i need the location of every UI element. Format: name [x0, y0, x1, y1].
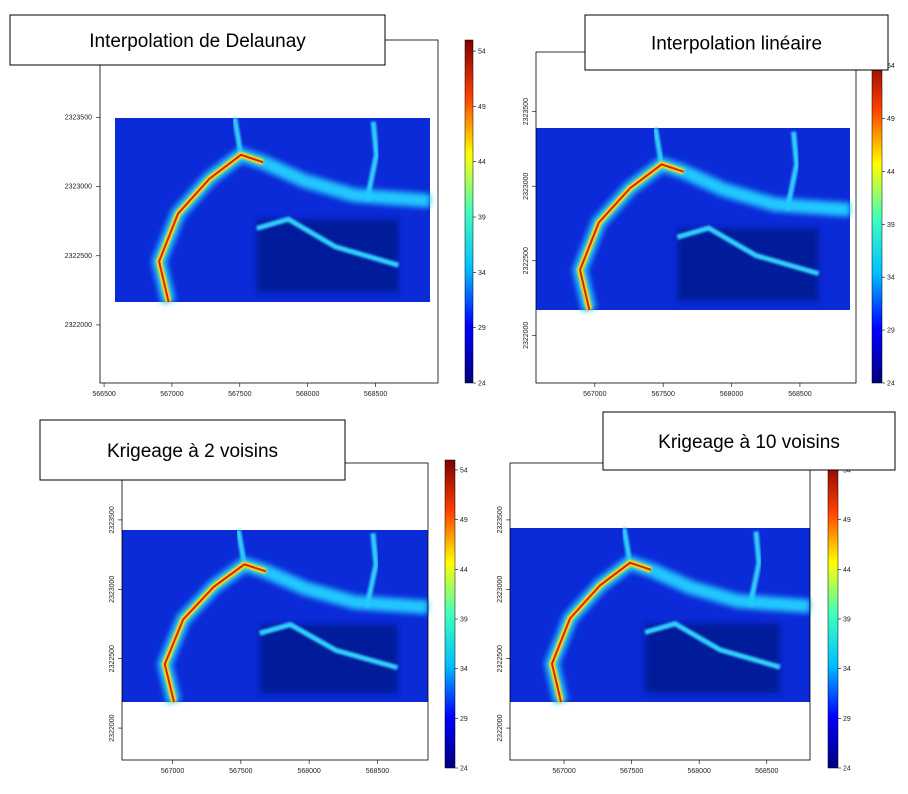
colorbar-tick-label: 29 — [843, 716, 851, 723]
colorbar-tick-label: 54 — [478, 49, 486, 56]
raster-feature — [163, 563, 267, 703]
x-tick-label: 568500 — [364, 391, 387, 398]
colorbar-tick-label: 49 — [478, 104, 486, 111]
colorbar — [827, 459, 839, 769]
raster-feature — [364, 533, 379, 608]
raster-feature — [364, 121, 379, 202]
title-box — [9, 14, 386, 66]
x-tick-label: 568500 — [788, 391, 811, 398]
colorbar-tick-label: 49 — [887, 116, 895, 123]
x-tick-label: 568000 — [720, 391, 743, 398]
title-box — [39, 419, 346, 481]
y-tick-label: 2322000 — [65, 322, 92, 329]
y-tick-label: 2323000 — [65, 184, 92, 191]
raster-feature — [259, 621, 399, 671]
panel-title: Interpolation linéaire — [651, 34, 822, 55]
x-tick-label: 568500 — [755, 768, 778, 775]
colorbar-tick-label: 24 — [843, 766, 851, 773]
raster-dark — [256, 219, 399, 293]
x-tick-label: 567000 — [583, 391, 606, 398]
x-tick-label: 567000 — [552, 768, 575, 775]
y-tick-label: 2322500 — [109, 645, 116, 672]
x-tick-label: 568000 — [297, 768, 320, 775]
raster-feature — [784, 131, 800, 211]
colorbar-tick-label: 34 — [887, 275, 895, 282]
colorbar — [444, 459, 456, 769]
colorbar-tick-label: 29 — [478, 325, 486, 332]
x-tick-label: 568000 — [688, 768, 711, 775]
raster-dark — [645, 623, 780, 694]
raster-feature — [578, 163, 684, 311]
y-tick-label: 2322000 — [109, 714, 116, 741]
colorbar-tick-label: 34 — [460, 666, 468, 673]
x-tick-label: 567500 — [229, 768, 252, 775]
y-tick-label: 2323500 — [497, 506, 504, 533]
raster-feature — [158, 153, 264, 303]
colorbar-tick-label: 29 — [887, 328, 895, 335]
colorbar-tick-label: 49 — [843, 517, 851, 524]
colorbar-tick-label: 24 — [478, 381, 486, 388]
raster-feature — [644, 621, 781, 670]
panel-title: Interpolation de Delaunay — [89, 31, 306, 52]
raster-feature — [747, 531, 762, 607]
y-tick-label: 2322000 — [497, 714, 504, 741]
raster-feature — [676, 225, 820, 277]
y-tick-label: 2323000 — [523, 172, 530, 199]
colorbar-tick-label: 44 — [478, 159, 486, 166]
y-tick-label: 2323500 — [65, 114, 92, 121]
x-tick-label: 567500 — [228, 391, 251, 398]
x-tick-label: 568000 — [296, 391, 319, 398]
colorbar — [871, 54, 883, 384]
y-tick-label: 2323000 — [497, 576, 504, 603]
colorbar-tick-label: 39 — [478, 215, 486, 222]
colorbar-tick-label: 44 — [460, 567, 468, 574]
colorbar-tick-label: 54 — [843, 467, 851, 474]
raster-dark — [259, 624, 398, 694]
colorbar-tick-label: 54 — [887, 63, 895, 70]
panel-title: Krigeage à 10 voisins — [658, 432, 840, 453]
colorbar-tick-label: 49 — [460, 517, 468, 524]
colorbar-tick-label: 44 — [887, 169, 895, 176]
y-tick-label: 2322500 — [523, 247, 530, 274]
x-tick-label: 567500 — [651, 391, 674, 398]
colorbar-tick-label: 34 — [843, 666, 851, 673]
x-tick-label: 567500 — [620, 768, 643, 775]
title-box — [584, 14, 889, 71]
colorbar-tick-label: 44 — [843, 567, 851, 574]
colorbar-tick-label: 24 — [460, 766, 468, 773]
y-tick-label: 2323500 — [109, 506, 116, 533]
colorbar-tick-label: 24 — [887, 381, 895, 388]
x-tick-label: 567000 — [160, 391, 183, 398]
colorbar-tick-label: 39 — [843, 616, 851, 623]
colorbar — [464, 39, 474, 384]
colorbar-tick-label: 54 — [460, 467, 468, 474]
y-tick-label: 2322000 — [523, 322, 530, 349]
x-tick-label: 568500 — [366, 768, 389, 775]
raster-feature — [256, 216, 400, 268]
raster-feature — [550, 561, 652, 703]
y-tick-label: 2322500 — [497, 645, 504, 672]
x-tick-label: 566500 — [92, 391, 115, 398]
y-tick-label: 2323000 — [109, 576, 116, 603]
colorbar-tick-label: 39 — [460, 616, 468, 623]
y-tick-label: 2323500 — [523, 98, 530, 125]
title-box — [602, 411, 896, 471]
colorbar-tick-label: 29 — [460, 716, 468, 723]
colorbar-tick-label: 34 — [478, 270, 486, 277]
x-tick-label: 567000 — [161, 768, 184, 775]
raster-dark — [677, 228, 819, 301]
colorbar-tick-label: 39 — [887, 222, 895, 229]
y-tick-label: 2322500 — [65, 253, 92, 260]
panel-title: Krigeage à 2 voisins — [107, 441, 278, 462]
